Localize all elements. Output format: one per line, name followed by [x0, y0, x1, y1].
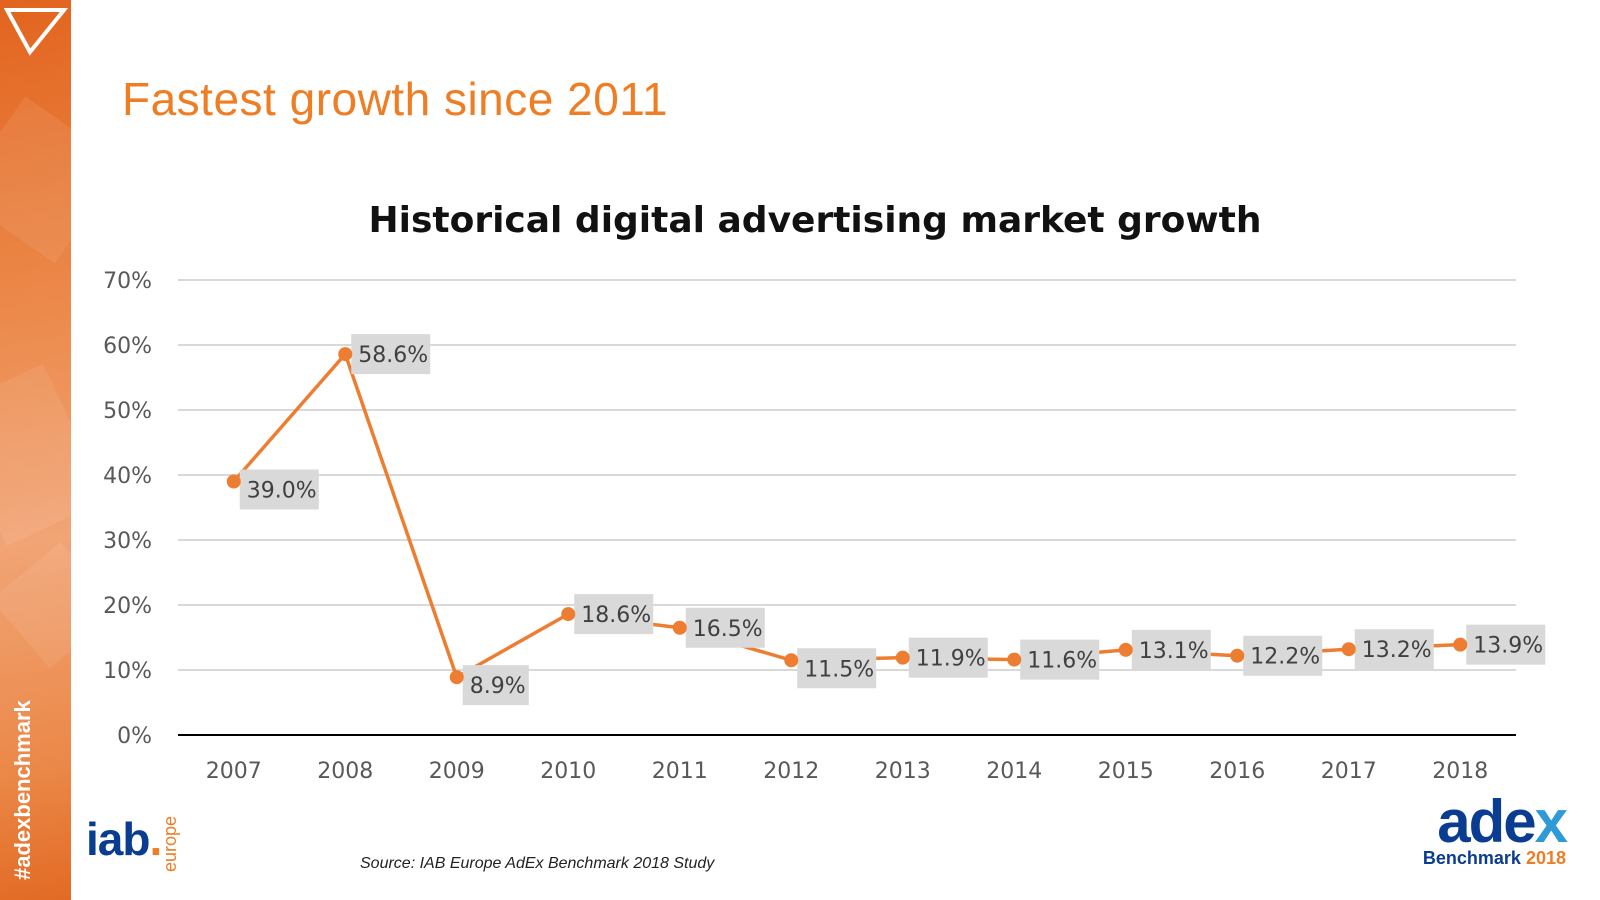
series-line [232, 352, 1461, 679]
iab-logo-dot: . [149, 813, 162, 865]
y-tick-label: 10% [103, 659, 152, 684]
sidebar-band: #adexbenchmark [0, 0, 71, 900]
data-label: 39.0% [247, 479, 317, 504]
adex-logo-sub: Benchmark [1422, 848, 1521, 868]
data-point [226, 474, 241, 489]
x-tick-label: 2011 [652, 759, 708, 784]
data-label-box [1243, 635, 1323, 676]
data-label: 13.1% [1139, 639, 1209, 664]
y-tick-label: 60% [103, 334, 152, 359]
data-label-box [462, 665, 529, 706]
triangle-icon [4, 8, 68, 56]
data-label: 11.6% [1027, 649, 1097, 674]
adex-benchmark-logo: adex Benchmark 2018 [1422, 792, 1568, 869]
adex-logo-x: x [1534, 788, 1568, 855]
chart-title: Historical digital advertising market gr… [368, 200, 1262, 241]
data-label-box [574, 594, 654, 635]
data-label: 11.5% [804, 657, 874, 682]
data-point [895, 650, 910, 665]
x-tick-label: 2010 [540, 759, 596, 784]
data-point [1341, 642, 1356, 657]
data-label: 8.9% [470, 674, 526, 699]
data-label-box [239, 469, 319, 510]
data-label: 13.9% [1473, 634, 1543, 659]
y-tick-label: 50% [103, 399, 152, 424]
data-point [338, 347, 353, 362]
y-tick-label: 30% [103, 529, 152, 554]
data-label-box [1131, 629, 1211, 670]
data-label: 58.6% [358, 343, 428, 368]
data-labels: 39.0% 58.6% 8.9% 18.6% 16.5% 11.5% 11.9% 11.6% 1… [239, 334, 1546, 706]
data-label: 13.2% [1362, 638, 1432, 663]
source-note: Source: IAB Europe AdEx Benchmark 2018 S… [360, 855, 715, 872]
data-label: 16.5% [693, 617, 763, 642]
iab-logo-text: iab [86, 813, 150, 865]
data-label-box [1466, 624, 1546, 665]
x-tick-label: 2008 [317, 759, 373, 784]
x-tick-label: 2013 [875, 759, 931, 784]
data-label-box [1020, 639, 1100, 680]
adex-logo-year: 2018 [1525, 848, 1566, 868]
data-point [1230, 648, 1245, 663]
data-label: 18.6% [581, 603, 651, 628]
slide-title: Fastest growth since 2011 [122, 73, 669, 125]
y-tick-label: 40% [103, 464, 152, 489]
data-point [784, 653, 799, 668]
x-tick-label: 2012 [763, 759, 819, 784]
y-tick-label: 20% [103, 594, 152, 619]
x-tick-label: 2014 [986, 759, 1042, 784]
x-tick-label: 2009 [429, 759, 485, 784]
data-point [1453, 637, 1468, 652]
x-tick-label: 2016 [1209, 759, 1265, 784]
data-label: 11.9% [916, 647, 986, 672]
data-label-box [685, 607, 765, 648]
x-tick-label: 2007 [206, 759, 262, 784]
x-tick-label: 2017 [1321, 759, 1377, 784]
data-label: 12.2% [1250, 645, 1320, 670]
data-label-box [797, 648, 877, 689]
y-tick-label: 70% [103, 269, 152, 294]
data-point [449, 670, 464, 685]
adex-logo-main: ade [1437, 788, 1536, 855]
data-point [1118, 642, 1133, 657]
data-point [672, 620, 687, 635]
data-label-box [351, 334, 431, 375]
x-tick-label: 2018 [1432, 759, 1488, 784]
data-label-box [1354, 629, 1434, 670]
data-point [1007, 652, 1022, 667]
y-tick-label: 0% [117, 724, 152, 749]
x-tick-label: 2015 [1098, 759, 1154, 784]
data-point [561, 607, 576, 622]
iab-europe-logo: iab. [86, 812, 162, 866]
data-label-box [908, 637, 988, 678]
